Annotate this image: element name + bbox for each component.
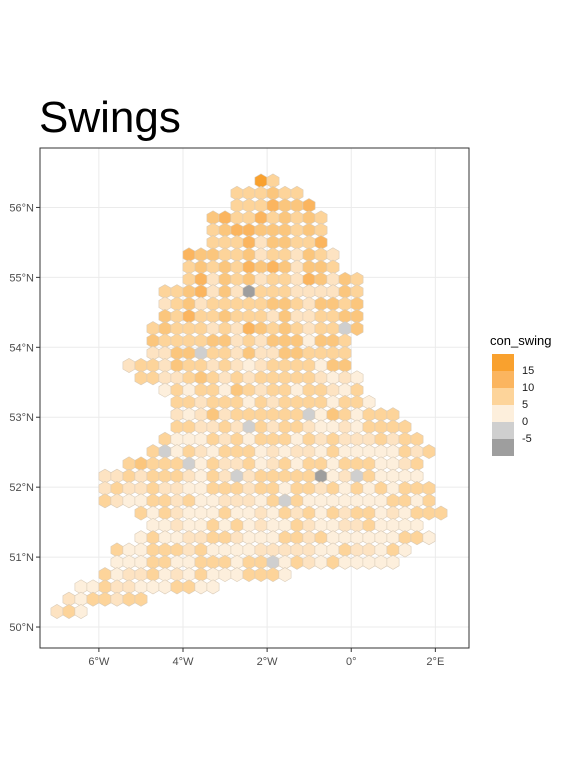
x-tick-label: 2°W (257, 656, 279, 668)
hex-layer (50, 173, 448, 619)
legend-label: 10 (522, 382, 535, 394)
x-tick-label: 2°E (426, 656, 444, 668)
constituency-hex (398, 542, 412, 558)
legend-title: con_swing (490, 333, 552, 348)
constituency-hex (434, 505, 448, 521)
x-tick-label: 4°W (173, 656, 195, 668)
legend-key: 15 (492, 354, 572, 377)
constituency-hex (422, 530, 436, 546)
legend-key: -5 (492, 422, 572, 445)
legend-label: 5 (522, 399, 529, 411)
legend-key: 5 (492, 388, 572, 411)
legend-swatch (492, 422, 514, 439)
legend-swatch (492, 354, 514, 371)
constituency-hex (74, 604, 88, 619)
legend-label: -5 (522, 433, 532, 445)
y-tick-label: 55°N (9, 272, 34, 284)
x-tick-label: 0° (346, 656, 357, 668)
legend-key: 0 (492, 405, 572, 428)
constituency-hex (206, 579, 220, 595)
legend-key: 10 (492, 371, 572, 394)
panel-border (39, 147, 470, 649)
y-tick-label: 54°N (9, 342, 34, 354)
legend-key (492, 439, 572, 456)
constituency-hex (122, 358, 136, 373)
legend: con_swing 15 10 5 0 -5 (490, 333, 572, 456)
map-title: Swings (39, 93, 181, 142)
legend-swatch (492, 405, 514, 422)
y-axis: 50°N 51°N 52°N 53°N 54°N 55°N 56°N (9, 202, 40, 634)
x-tick-label: 6°W (88, 656, 110, 668)
y-tick-label: 51°N (9, 552, 34, 564)
legend-swatch (492, 371, 514, 388)
constituency-hex (134, 591, 148, 607)
y-tick-label: 50°N (9, 622, 34, 634)
y-tick-label: 56°N (9, 202, 34, 214)
y-tick-label: 53°N (9, 412, 34, 424)
legend-swatch (492, 439, 514, 456)
legend-swatch (492, 388, 514, 405)
constituency-hex (422, 444, 436, 460)
legend-label: 15 (522, 365, 535, 377)
x-axis: 6°W 4°W 2°W 0° 2°E (88, 648, 444, 668)
y-tick-label: 52°N (9, 482, 34, 494)
legend-label: 0 (522, 416, 529, 428)
constituency-hex (278, 567, 292, 583)
constituency-hex (386, 554, 400, 570)
constituency-hex (350, 321, 364, 337)
